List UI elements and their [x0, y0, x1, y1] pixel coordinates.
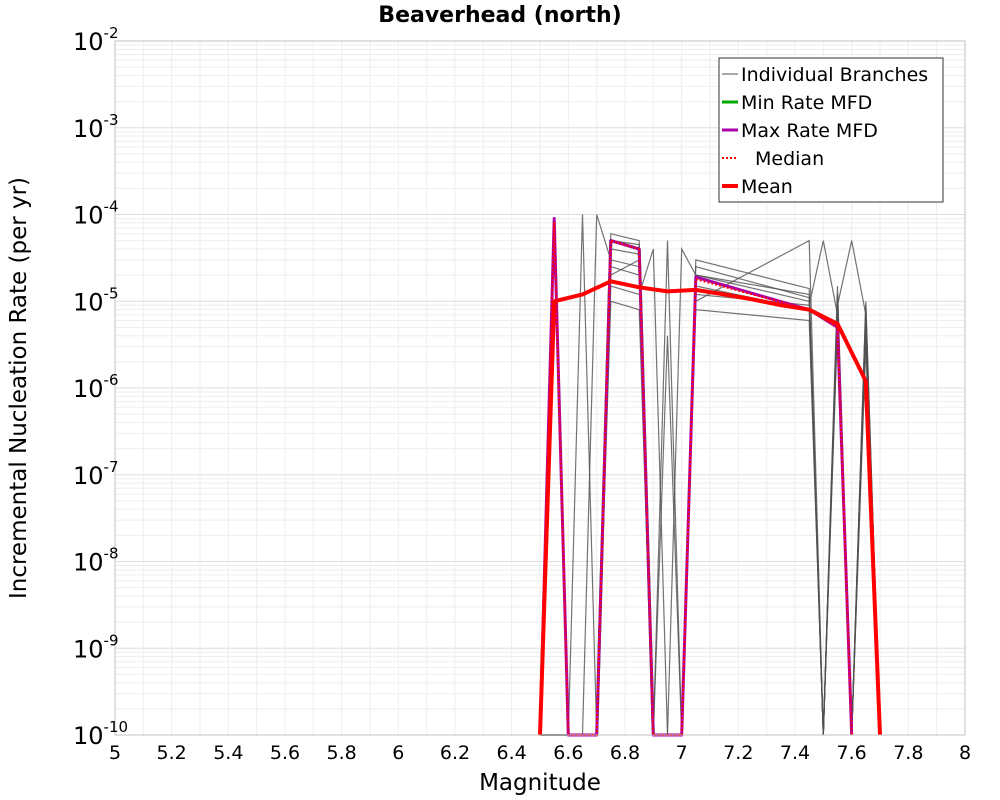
x-tick-label: 8	[959, 742, 971, 764]
y-tick-label: 10-2	[73, 24, 119, 56]
x-tick-label: 6	[392, 742, 404, 764]
y-tick-label: 10-9	[73, 631, 119, 663]
y-tick-label: 10-4	[73, 198, 119, 230]
x-tick-label: 5.4	[213, 742, 243, 764]
x-tick-label: 6.8	[610, 742, 640, 764]
x-tick-label: 6.6	[553, 742, 583, 764]
plot-frame	[114, 40, 966, 736]
chart-title: Beaverhead (north)	[378, 3, 621, 28]
x-tick-label: 5.8	[327, 742, 357, 764]
x-tick-label: 5	[109, 742, 121, 764]
legend: Individual Branches Min Rate MFD Max Rate …	[718, 57, 944, 203]
x-tick-label: 7.2	[723, 742, 753, 764]
x-axis-ticks: 5 5.2 5.4 5.6 5.8 6 6.2 6.4 6.6 6.8 7 7.2 7.4 7.6 7.8 8	[109, 742, 971, 764]
legend-label: Mean	[741, 176, 793, 198]
legend-label: Individual Branches	[741, 64, 928, 86]
legend-label: Max Rate MFD	[741, 120, 878, 142]
y-tick-label: 10-6	[73, 371, 119, 403]
y-axis-ticks: 10-2 10-3 10-4 10-5 10-6 10-7 10-8 10-9 10-10	[73, 24, 128, 750]
x-tick-label: 7.8	[893, 742, 923, 764]
legend-label: Median	[755, 148, 824, 170]
x-tick-label: 7.4	[780, 742, 810, 764]
x-tick-label: 7	[676, 742, 688, 764]
y-tick-label: 10-5	[73, 284, 119, 316]
x-tick-label: 6.4	[497, 742, 527, 764]
y-axis-label: Incremental Nucleation Rate (per yr)	[6, 177, 32, 599]
legend-label: Min Rate MFD	[741, 92, 872, 114]
y-tick-label: 10-8	[73, 545, 119, 577]
mean-line	[538, 279, 882, 736]
legend-box	[718, 57, 944, 203]
x-tick-label: 7.6	[837, 742, 867, 764]
x-axis-label: Magnitude	[479, 770, 601, 796]
x-tick-label: 6.2	[440, 742, 470, 764]
y-tick-label: 10-10	[73, 718, 128, 750]
y-tick-label: 10-3	[73, 111, 119, 143]
y-tick-label: 10-7	[73, 458, 119, 490]
x-tick-label: 5.2	[157, 742, 187, 764]
x-tick-label: 5.6	[270, 742, 300, 764]
